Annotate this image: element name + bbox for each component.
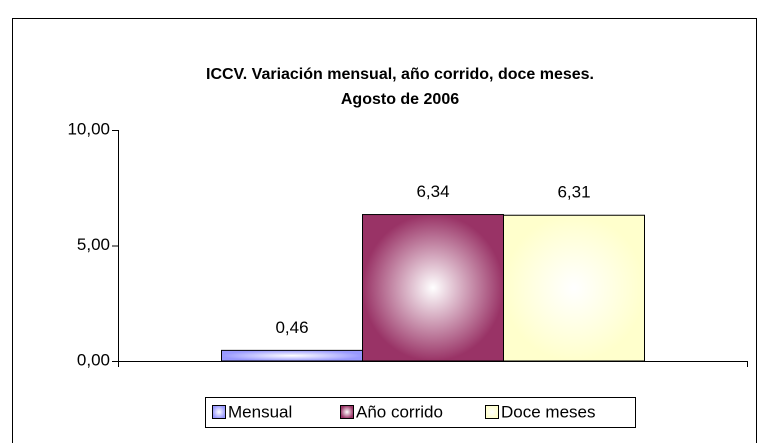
legend-swatch	[212, 405, 226, 419]
chart-title: ICCV. Variación mensual, año corrido, do…	[206, 66, 594, 83]
y-tick-label: 10,00	[67, 119, 110, 138]
legend-label: Año corrido	[356, 402, 443, 421]
legend-swatch	[485, 405, 499, 419]
bar	[503, 214, 645, 362]
y-tick-label: 5,00	[77, 235, 110, 254]
legend-swatch	[340, 405, 354, 419]
data-label: 6,31	[557, 183, 590, 202]
data-label: 0,46	[275, 318, 308, 337]
y-tick-label: 0,00	[77, 350, 110, 369]
legend-box	[205, 397, 636, 428]
bar	[362, 214, 504, 362]
data-label: 6,34	[416, 182, 449, 201]
bar	[221, 349, 363, 362]
chart-subtitle: Agosto de 2006	[341, 91, 459, 108]
legend-label: Mensual	[228, 402, 292, 421]
legend-label: Doce meses	[501, 402, 595, 421]
